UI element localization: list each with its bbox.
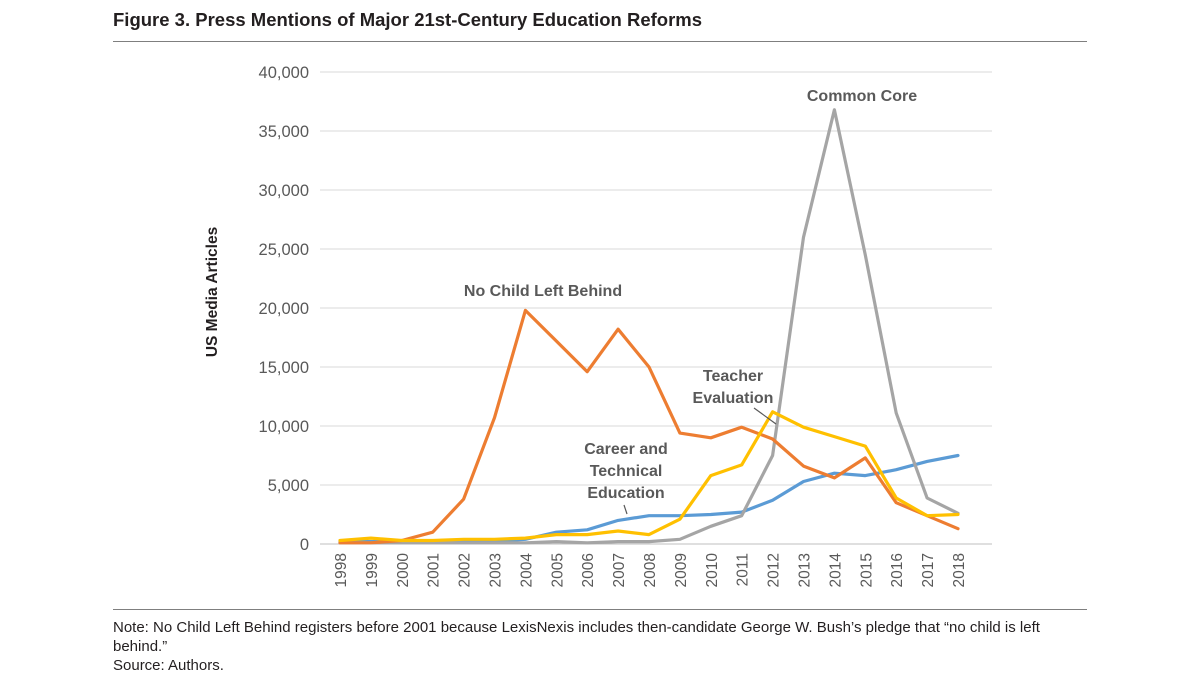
x-tick-label: 2013 [797,553,814,587]
y-tick-label: 0 [300,536,309,554]
notes-divider [113,609,1087,610]
y-axis-ticks: 0 5,000 10,000 15,000 20,000 25,000 30,000 35,0… [259,64,309,554]
x-tick-label: 2016 [889,553,906,587]
figure-title: Figure 3. Press Mentions of Major 21st-C… [113,9,703,30]
x-tick-label: 2018 [951,553,968,587]
x-tick-label: 2008 [642,553,659,587]
series-label-no-child-left-behind: No Child Left Behind [464,283,622,300]
x-tick-label: 1999 [364,553,381,587]
figure-notes: Note: No Child Left Behind registers bef… [113,618,1087,675]
x-tick-label: 2005 [549,553,566,587]
y-tick-label: 25,000 [259,241,309,259]
series-lines [338,108,960,545]
y-tick-label: 40,000 [259,64,309,82]
x-tick-label: 2015 [858,553,875,587]
x-axis-ticks: 1998 1999 2000 2001 2002 2003 2004 2005 2006 2007… [333,553,968,588]
x-tick-label: 2007 [611,553,628,587]
x-tick-label: 2001 [426,553,443,587]
series-labels: Career and Technical Education Common Core N… [464,88,917,515]
source-text: Source: Authors. [113,657,224,674]
note-text: Note: No Child Left Behind registers bef… [113,619,1040,655]
x-tick-label: 2011 [735,553,752,586]
x-tick-label: 2012 [766,553,783,587]
leader-line-career-and-technical-education [623,504,628,515]
x-tick-label: 2004 [518,553,535,588]
y-tick-label: 30,000 [259,182,309,200]
y-tick-label: 15,000 [259,359,309,377]
x-tick-label: 2010 [704,553,721,588]
series-label-career-and-technical-education: Career and Technical Education [584,441,668,502]
series-line-teacher-evaluation [338,410,960,543]
y-tick-label: 5,000 [268,477,309,495]
x-tick-label: 2003 [488,553,505,587]
y-tick-label: 20,000 [259,300,309,318]
x-tick-label: 2017 [920,553,937,587]
series-line-no-child-left-behind [338,308,960,545]
series-label-teacher-evaluation: Teacher Evaluation [693,368,774,407]
x-tick-label: 2006 [580,553,597,587]
x-tick-label: 2009 [673,553,690,587]
x-tick-label: 2002 [457,553,474,587]
x-tick-label: 2014 [827,553,844,588]
y-axis-label: US Media Articles [204,227,221,357]
x-tick-label: 1998 [333,553,350,587]
series-line-common-core [338,108,960,545]
y-tick-label: 35,000 [259,123,309,141]
x-tick-label: 2000 [395,553,412,588]
leader-line-teacher-evaluation [753,407,777,425]
series-label-common-core: Common Core [807,88,917,105]
y-tick-label: 10,000 [259,418,309,436]
line-chart: 0 5,000 10,000 15,000 20,000 25,000 30,000 35,0… [204,64,992,588]
title-divider [113,41,1087,42]
